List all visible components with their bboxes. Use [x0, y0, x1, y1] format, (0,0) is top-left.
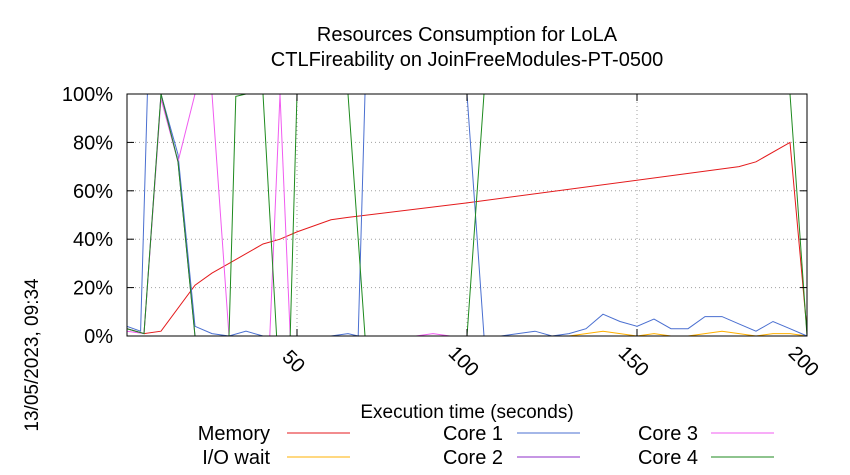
- x-tick-label: 150: [614, 342, 653, 381]
- legend-label-i-o-wait: I/O wait: [202, 447, 270, 469]
- y-tick-label: 20%: [73, 278, 113, 300]
- x-axis-label: Execution time (seconds): [360, 402, 573, 423]
- y-tick-label: 80%: [73, 132, 113, 154]
- x-tick-label: 50: [278, 346, 309, 377]
- side-timestamp-label: 13/05/2023, 09:34: [22, 278, 43, 432]
- grid-layer: [127, 94, 807, 336]
- series-line-memory: [126, 141, 808, 335]
- x-tick-label: 200: [784, 342, 823, 381]
- series-line-core-1: [126, 93, 808, 337]
- chart-subtitle: CTLFireability on JoinFreeModules-PT-050…: [271, 49, 663, 71]
- x-tick-label: 100: [444, 342, 483, 381]
- y-tick-label: 60%: [73, 181, 113, 203]
- series-line-core-4: [126, 93, 808, 337]
- y-tick-label: 40%: [73, 229, 113, 251]
- legend-label-core-1: Core 1: [443, 423, 503, 445]
- legend-label-core-2: Core 2: [443, 447, 503, 469]
- y-tick-label: 100%: [62, 84, 113, 106]
- chart-title: Resources Consumption for LoLA: [317, 24, 618, 46]
- axis-layer: 0% 20% 40% 60% 80% 100% 50 100 150 200: [62, 84, 823, 381]
- legend-label-core-4: Core 4: [638, 447, 698, 469]
- y-tick-label: 0%: [84, 326, 113, 348]
- legend-label-memory: Memory: [198, 423, 270, 445]
- series-layer: [126, 93, 808, 337]
- legend-label-core-3: Core 3: [638, 423, 698, 445]
